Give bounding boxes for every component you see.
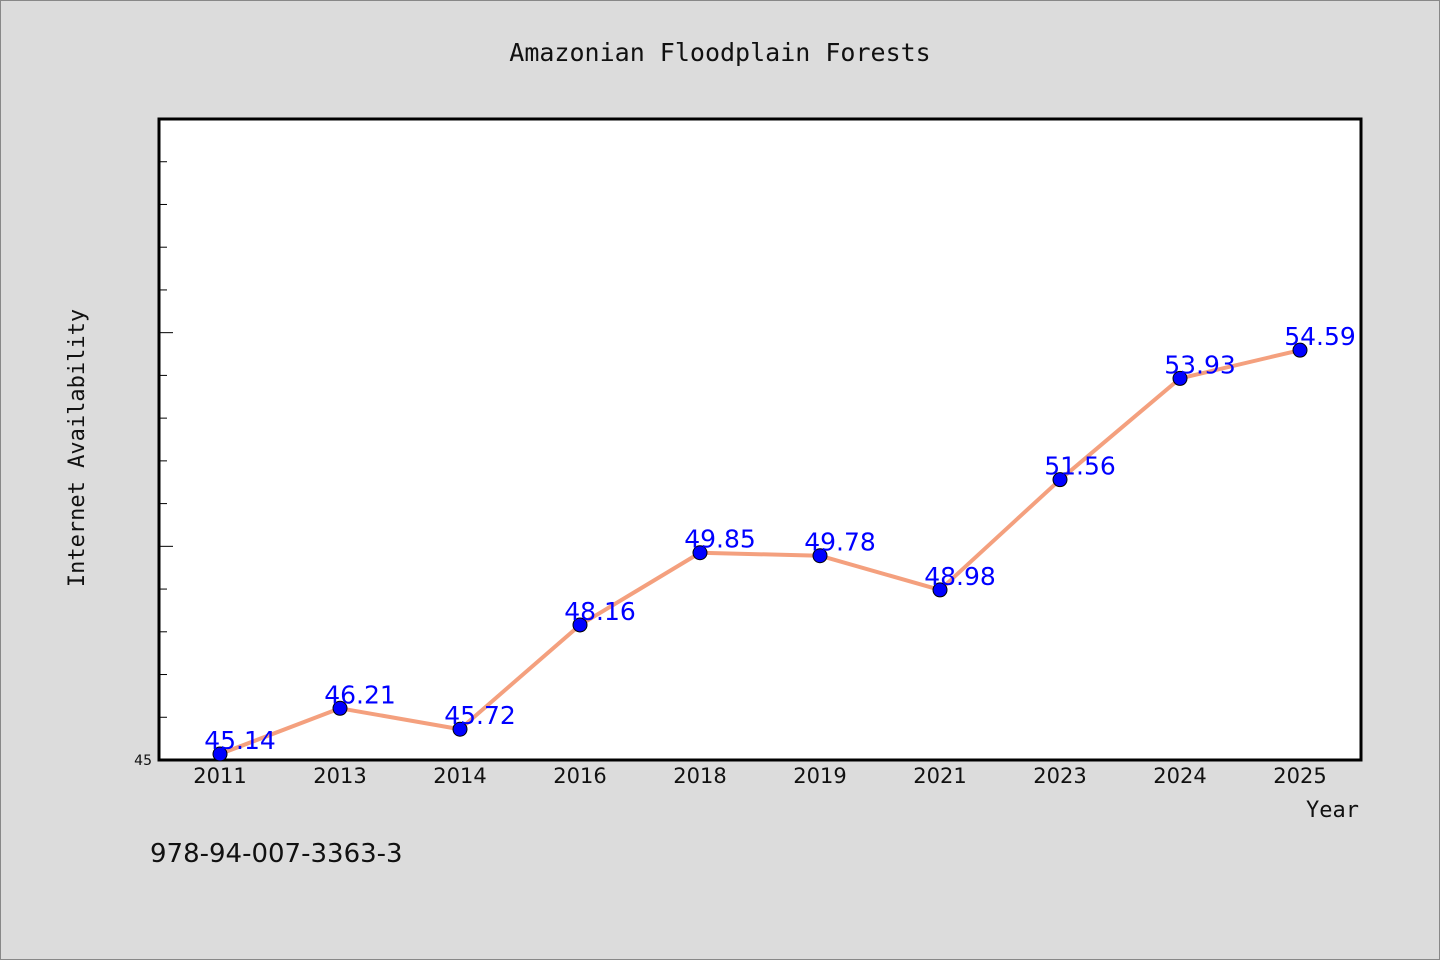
- data-label: 45.14: [204, 726, 276, 755]
- series-line: [219, 348, 1301, 756]
- x-tick-label: 2013: [313, 764, 366, 788]
- data-point: [932, 582, 948, 598]
- data-label: 45.72: [444, 701, 516, 730]
- data-label: 46.21: [324, 680, 396, 709]
- x-tick-label: 2024: [1153, 764, 1206, 788]
- series-group: 45.14 46.21 45.72 48.16 49.85 49.78 48.98 51.56…: [204, 322, 1356, 762]
- data-label: 49.78: [804, 528, 876, 557]
- x-axis-label: Year: [1306, 798, 1359, 823]
- x-tick-label: 2018: [673, 764, 726, 788]
- data-point: [332, 700, 348, 716]
- data-label: 54.59: [1284, 322, 1356, 351]
- data-label: 51.56: [1044, 452, 1116, 481]
- x-tick-label: 2011: [193, 764, 246, 788]
- data-point: [1292, 342, 1308, 358]
- y-tick-label-min: 45: [134, 753, 152, 769]
- data-point: [812, 548, 828, 564]
- y-axis-label: Internet Availability: [65, 309, 90, 587]
- x-tick-label: 2014: [433, 764, 486, 788]
- data-label: 53.93: [1164, 350, 1236, 379]
- data-point: [1172, 370, 1188, 386]
- x-tick-label: 2016: [553, 764, 606, 788]
- data-point: [212, 746, 228, 762]
- x-tick-label: 2025: [1273, 764, 1326, 788]
- data-point: [692, 545, 708, 561]
- x-axis-tick-labels: 2011 2013 2014 2016 2018 2019 2021 2023 2024 2025: [193, 764, 1326, 788]
- chart-title: Amazonian Floodplain Forests: [509, 38, 930, 67]
- x-tick-label: 2019: [793, 764, 846, 788]
- data-label: 48.16: [564, 597, 636, 626]
- plot-area: [157, 117, 1363, 762]
- data-point: [452, 721, 468, 737]
- data-label: 49.85: [684, 525, 756, 554]
- data-point: [1052, 472, 1068, 488]
- data-label: 48.98: [924, 562, 996, 591]
- x-tick-label: 2023: [1033, 764, 1086, 788]
- y-axis-ticks: [159, 161, 173, 718]
- isbn-text: 978-94-007-3363-3: [150, 839, 403, 869]
- x-tick-label: 2021: [913, 764, 966, 788]
- data-point: [572, 617, 588, 633]
